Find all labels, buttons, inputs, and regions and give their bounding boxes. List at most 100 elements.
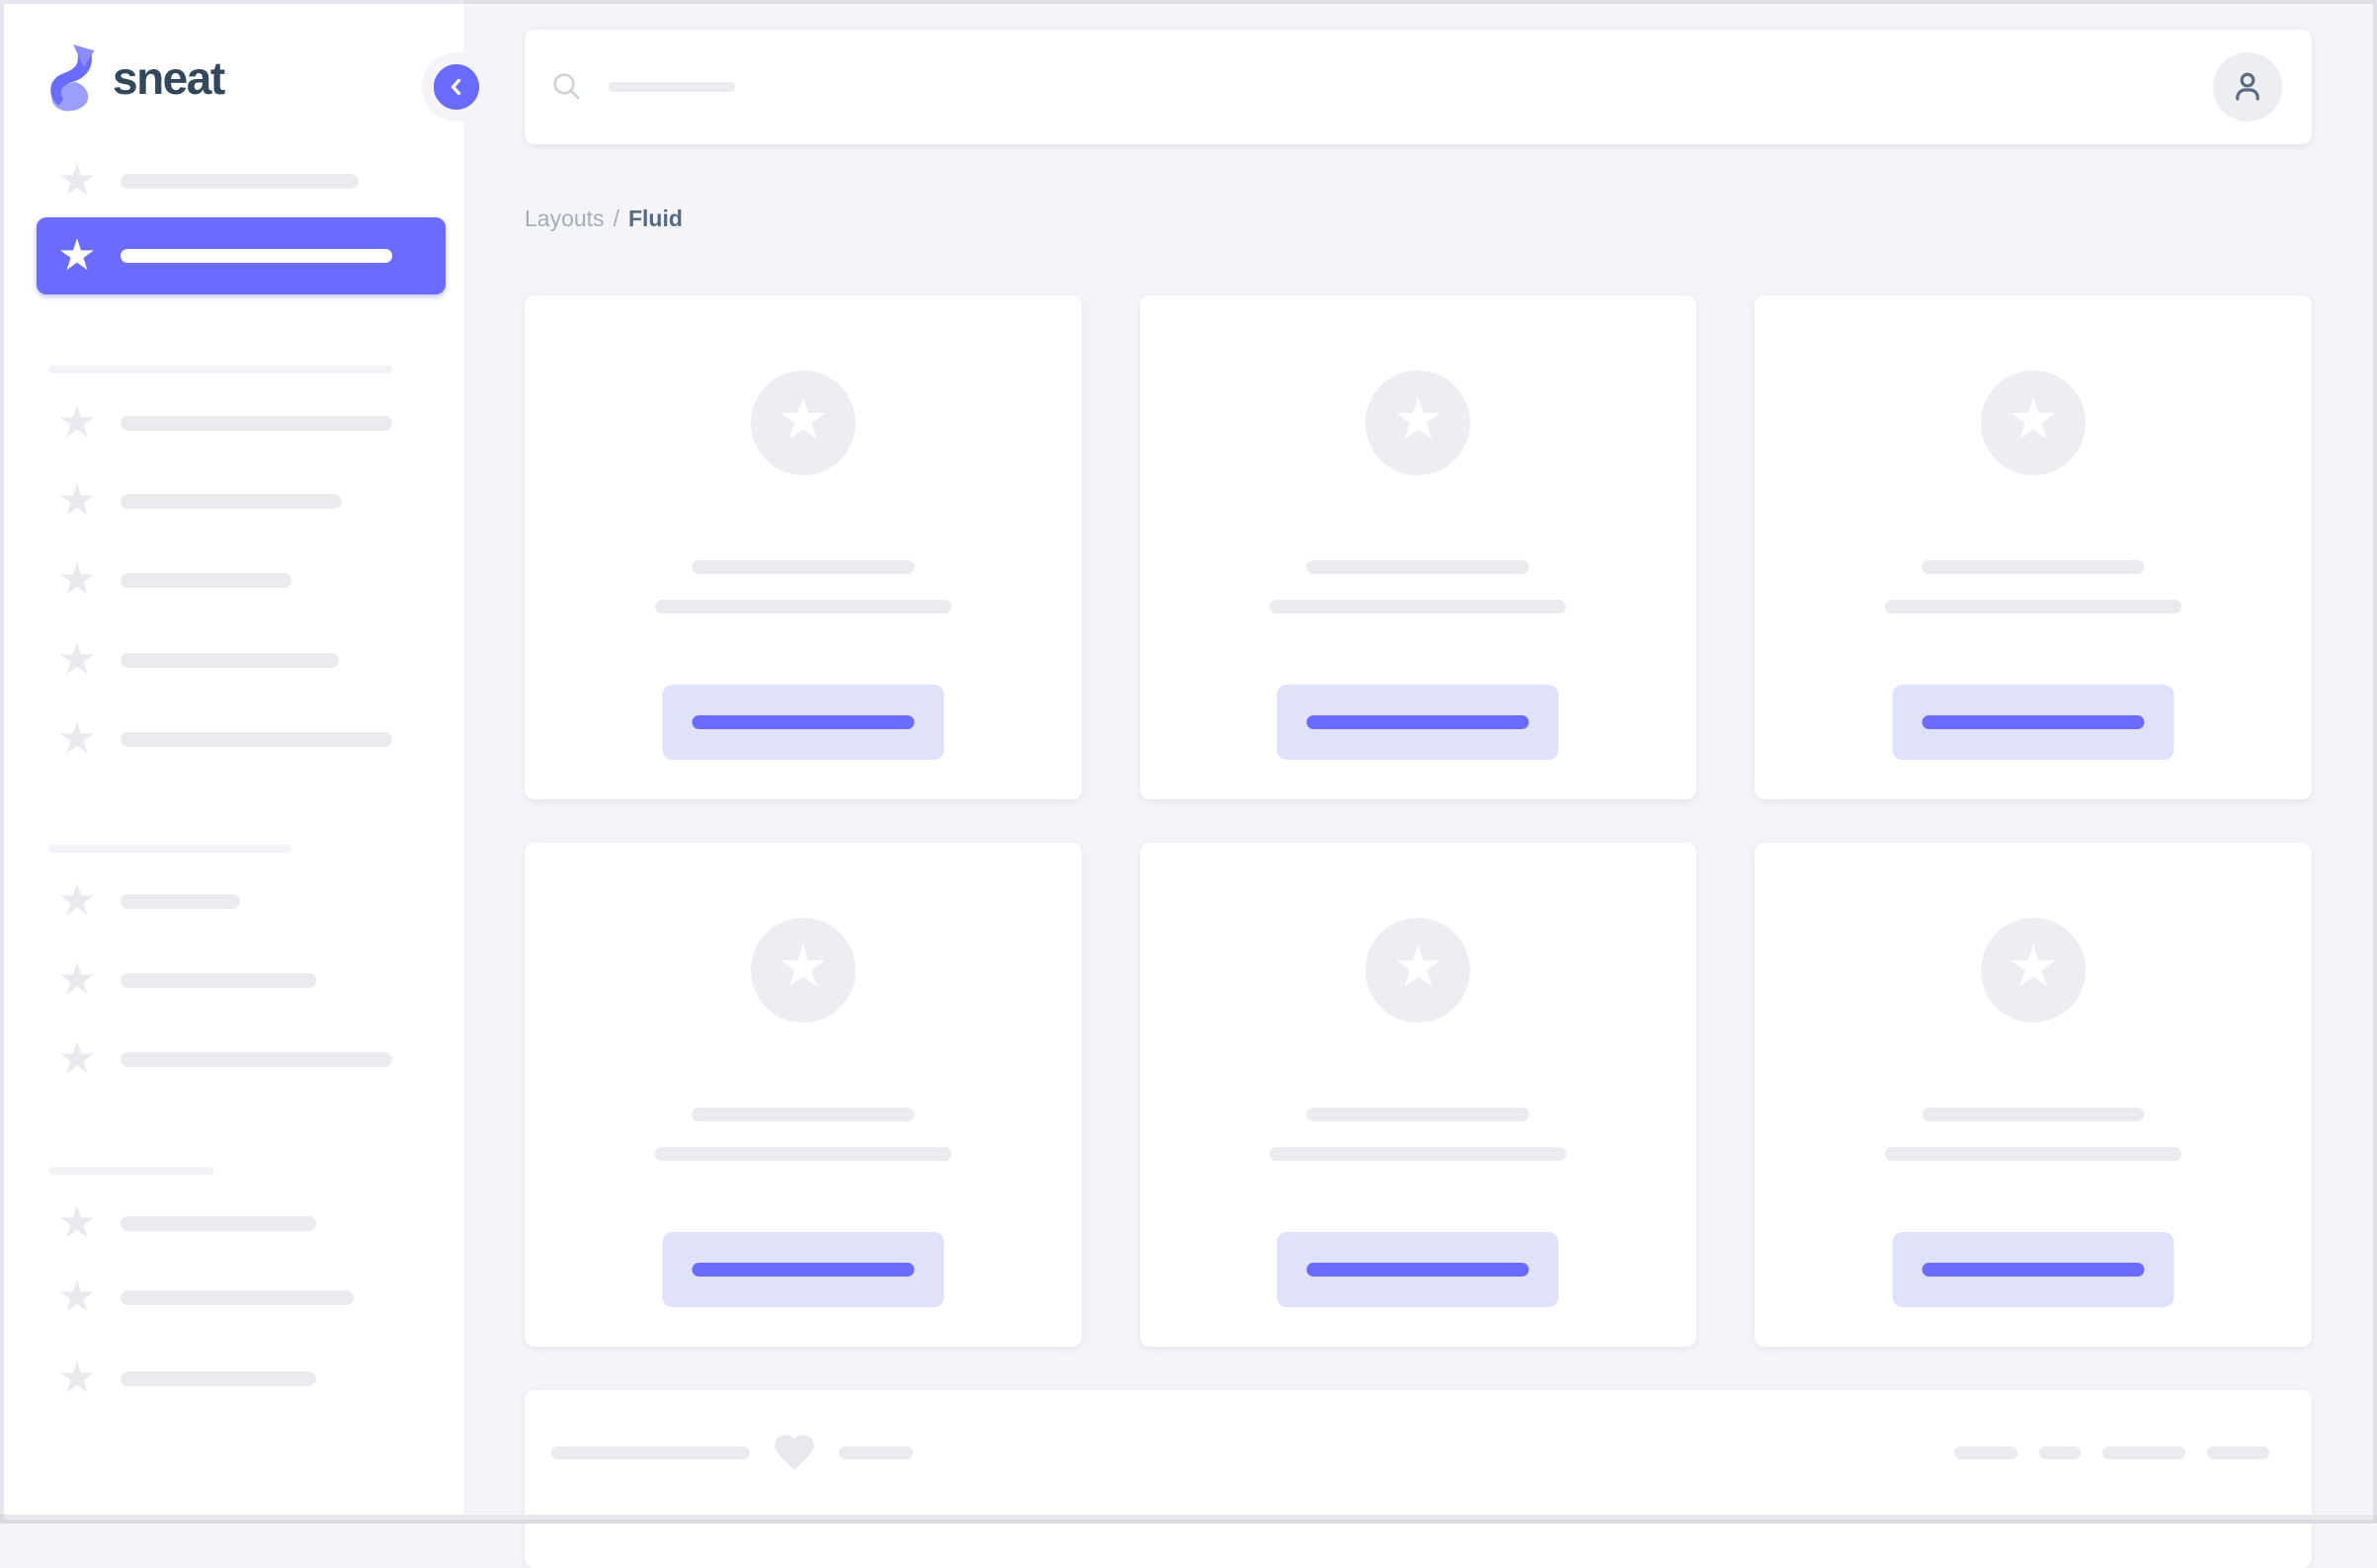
skeleton-button-label — [1922, 1263, 2145, 1277]
avatar-circle: ★ — [750, 371, 856, 475]
sidebar-item-active[interactable]: ★ — [37, 217, 446, 294]
sidebar-item-skeleton[interactable]: ★ — [0, 955, 316, 1004]
star-icon: ★ — [57, 398, 97, 447]
skeleton-button-label — [1306, 1263, 1529, 1277]
avatar-circle: ★ — [1365, 371, 1471, 475]
skeleton-card: ★ — [525, 295, 1082, 799]
star-icon: ★ — [57, 635, 97, 684]
search-input[interactable] — [549, 69, 2213, 105]
skeleton-text-line — [121, 652, 339, 668]
search-icon — [553, 73, 580, 100]
footer-pagination-group — [1954, 1445, 2269, 1459]
sidebar-item-skeleton[interactable]: ★ — [0, 1273, 354, 1321]
sneat-logo-icon — [50, 44, 95, 112]
sidebar-menu: ★ ★ ★ ★ ★ ★ ★ ★ ★ ★ ★ ★ ★ — [0, 0, 464, 1524]
window-bottom-edge — [0, 1515, 2377, 1524]
person-icon — [2236, 72, 2259, 101]
skeleton-card: ★ — [1139, 295, 1697, 799]
avatar-circle: ★ — [750, 918, 856, 1023]
search-placeholder-skeleton — [609, 82, 735, 92]
skeleton-pagination-bar — [2102, 1445, 2185, 1459]
skeleton-button[interactable] — [1276, 685, 1559, 760]
skeleton-button[interactable] — [1892, 1232, 2174, 1307]
skeleton-text-line — [121, 249, 392, 263]
skeleton-text-line — [692, 1108, 915, 1121]
star-icon: ★ — [57, 1273, 97, 1321]
star-icon: ★ — [57, 955, 97, 1004]
footer-skeleton-row — [551, 1433, 2269, 1472]
user-avatar[interactable] — [2213, 52, 2282, 122]
skeleton-card: ★ — [1139, 843, 1697, 1347]
star-icon: ★ — [57, 1198, 97, 1247]
skeleton-text-line — [1306, 1108, 1529, 1121]
skeleton-card: ★ — [1755, 843, 2312, 1347]
sidebar: sneat ★ ★ ★ ★ ★ ★ ★ ★ ★ ★ ★ ★ ★ — [0, 0, 491, 1524]
skeleton-button-label — [692, 715, 915, 729]
skeleton-text-line — [692, 560, 915, 574]
cards-grid: ★ ★ ★ ★ ★ ★ — [525, 295, 2312, 1347]
sidebar-item-skeleton[interactable]: ★ — [0, 635, 339, 684]
avatar-circle: ★ — [1981, 918, 2087, 1023]
breadcrumb: Layouts / Fluid — [525, 206, 2312, 232]
skeleton-text-line — [121, 1215, 316, 1231]
sidebar-item-skeleton[interactable]: ★ — [0, 159, 359, 203]
skeleton-text-line — [121, 1289, 354, 1305]
sidebar-item-skeleton[interactable]: ★ — [0, 879, 240, 923]
skeleton-button[interactable] — [1276, 1232, 1559, 1307]
skeleton-button[interactable] — [662, 1232, 944, 1307]
skeleton-text-line — [121, 173, 359, 189]
footer-skeleton-card — [525, 1390, 2312, 1568]
skeleton-text-line — [121, 493, 342, 509]
menu-section-divider — [48, 845, 291, 853]
skeleton-card: ★ — [525, 843, 1082, 1347]
skeleton-text-line — [1885, 1147, 2182, 1161]
skeleton-text-line — [121, 1051, 392, 1067]
footer-left-group — [551, 1435, 913, 1470]
app-logo-text: sneat — [113, 52, 225, 104]
skeleton-text-line — [121, 893, 240, 909]
skeleton-text-line — [1922, 560, 2145, 574]
skeleton-button[interactable] — [662, 685, 944, 760]
chevron-left-icon — [451, 78, 461, 96]
sidebar-item-skeleton[interactable]: ★ — [0, 476, 342, 525]
skeleton-button[interactable] — [1892, 685, 2174, 760]
star-icon: ★ — [57, 231, 97, 280]
menu-section-divider — [48, 1167, 214, 1175]
skeleton-text-line — [1885, 600, 2182, 614]
star-icon: ★ — [777, 387, 829, 452]
skeleton-text-line — [121, 415, 392, 431]
breadcrumb-separator: / — [613, 206, 619, 231]
skeleton-button-label — [1922, 715, 2145, 729]
sidebar-collapse-button[interactable] — [422, 52, 491, 122]
heart-icon — [775, 1435, 814, 1470]
sidebar-item-skeleton[interactable]: ★ — [0, 555, 291, 604]
skeleton-text-line — [121, 731, 392, 747]
skeleton-text-line — [839, 1445, 913, 1459]
sidebar-item-skeleton[interactable]: ★ — [0, 1198, 316, 1247]
skeleton-text-line — [654, 600, 951, 614]
sidebar-item-skeleton[interactable]: ★ — [0, 398, 392, 447]
sidebar-item-skeleton[interactable]: ★ — [0, 1037, 392, 1081]
skeleton-text-line — [1306, 560, 1529, 574]
skeleton-text-line — [121, 572, 291, 588]
skeleton-text-line — [121, 972, 316, 988]
breadcrumb-current: Fluid — [627, 206, 683, 231]
skeleton-text-line — [1270, 1147, 1567, 1161]
skeleton-text-line — [1270, 600, 1567, 614]
main-content: Layouts / Fluid ★ ★ ★ ★ ★ ★ — [464, 0, 2377, 1568]
skeleton-text-line — [551, 1445, 750, 1459]
skeleton-text-line — [1922, 1108, 2145, 1121]
app-logo[interactable]: sneat — [45, 41, 225, 115]
star-icon: ★ — [57, 476, 97, 525]
avatar-circle: ★ — [1365, 918, 1471, 1023]
sidebar-item-skeleton[interactable]: ★ — [0, 1354, 316, 1402]
breadcrumb-parent[interactable]: Layouts — [525, 206, 605, 231]
star-icon: ★ — [57, 555, 97, 604]
star-icon: ★ — [2008, 935, 2060, 999]
star-icon: ★ — [57, 1354, 97, 1402]
skeleton-pagination-bar — [2207, 1445, 2269, 1459]
star-icon: ★ — [57, 714, 97, 763]
star-icon: ★ — [777, 935, 829, 999]
sidebar-item-skeleton[interactable]: ★ — [0, 714, 392, 763]
skeleton-pagination-bar — [1954, 1445, 2017, 1459]
